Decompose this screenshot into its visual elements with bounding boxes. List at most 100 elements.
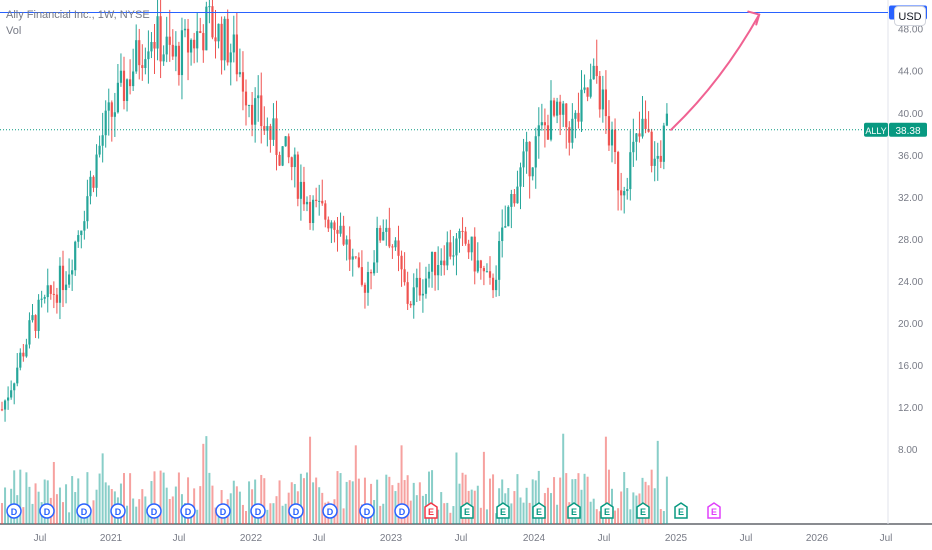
candle-body xyxy=(583,87,586,90)
projection-arrow[interactable] xyxy=(670,13,761,131)
dividend-marker-icon[interactable] xyxy=(250,503,266,519)
candle-body xyxy=(552,100,556,116)
currency-button[interactable]: USD xyxy=(894,6,926,26)
dividend-marker-icon[interactable] xyxy=(288,503,304,519)
price-tick-label: 8.00 xyxy=(898,445,918,456)
volume-bar xyxy=(586,476,589,524)
candle-body xyxy=(135,40,138,72)
earnings-marker-icon[interactable] xyxy=(424,502,438,519)
candle-body xyxy=(366,272,370,293)
dividend-marker-icon[interactable] xyxy=(215,503,231,519)
projection-arrowhead xyxy=(747,10,761,26)
volume-bar xyxy=(400,445,403,524)
volume-bar xyxy=(476,485,479,524)
earnings-marker-icon[interactable] xyxy=(532,502,546,519)
candle-body xyxy=(71,270,74,275)
price-tick-label: 48.00 xyxy=(898,25,923,36)
earnings-marker-icon[interactable] xyxy=(567,502,581,519)
earnings-marker-icon[interactable] xyxy=(674,502,688,519)
volume-bar xyxy=(607,469,610,524)
earnings-marker-icon[interactable] xyxy=(460,502,474,519)
earnings-marker-icon[interactable] xyxy=(636,502,650,519)
time-tick-label: 2024 xyxy=(523,533,546,544)
volume-bar xyxy=(550,493,552,524)
time-tick-label: Jul xyxy=(173,533,186,544)
volume-bar xyxy=(641,477,644,524)
candle-body xyxy=(653,158,656,166)
dividend-marker-icon[interactable] xyxy=(110,503,126,519)
candle-body xyxy=(525,141,528,152)
volume-bar xyxy=(412,482,415,524)
dividend-marker-icon[interactable] xyxy=(146,503,162,519)
candle-body xyxy=(183,28,187,31)
candle-body xyxy=(223,18,226,61)
earnings-marker-icon[interactable] xyxy=(600,502,614,519)
candle-body xyxy=(321,200,324,204)
candle-body xyxy=(74,241,77,271)
dividend-marker-icon[interactable] xyxy=(6,503,22,519)
dividend-marker-icon[interactable] xyxy=(394,503,410,519)
dividend-marker-icon[interactable] xyxy=(180,503,196,519)
candle-body xyxy=(260,95,263,127)
volume-bar xyxy=(431,470,434,524)
event-marker-label: D xyxy=(81,507,88,517)
candle-body xyxy=(116,82,119,113)
volume-bar xyxy=(626,488,629,524)
candle-body xyxy=(52,293,55,295)
candle-body xyxy=(595,65,598,77)
dividend-marker-icon[interactable] xyxy=(39,503,55,519)
event-marker-label: E xyxy=(428,507,434,517)
volume-bar xyxy=(662,511,665,524)
volume-bar xyxy=(556,504,559,524)
volume-bar xyxy=(260,474,263,524)
candle-body xyxy=(241,72,245,92)
candle-body xyxy=(528,141,531,177)
candle-body xyxy=(363,284,367,293)
candle-body xyxy=(409,303,412,306)
candle-body xyxy=(0,409,4,411)
volume-bar xyxy=(571,479,574,524)
symbol-badge xyxy=(864,122,888,137)
candle-body xyxy=(443,260,446,266)
earnings-marker-icon[interactable] xyxy=(707,502,721,519)
event-marker-label: E xyxy=(536,507,542,517)
volume-bar xyxy=(245,510,247,524)
candle-body xyxy=(312,199,315,224)
dividend-marker-icon[interactable] xyxy=(322,503,338,519)
candle-body xyxy=(162,54,165,62)
volume-bar xyxy=(165,487,168,524)
candle-body xyxy=(16,367,19,384)
volume-label: Vol xyxy=(6,25,22,37)
earnings-marker-icon[interactable] xyxy=(496,502,510,519)
candle-body xyxy=(153,41,156,49)
candle-body xyxy=(540,122,543,126)
candle-body xyxy=(406,282,409,304)
price-tick-label: 16.00 xyxy=(898,361,923,372)
volume-bar xyxy=(440,492,443,524)
dividend-marker-icon[interactable] xyxy=(359,503,375,519)
dividend-marker-icon[interactable] xyxy=(76,503,92,519)
candle-body xyxy=(281,146,284,166)
price-tick-label: 20.00 xyxy=(898,319,923,330)
event-marker-label: D xyxy=(255,507,262,517)
volume-bar xyxy=(83,513,86,524)
candle-body xyxy=(305,201,309,205)
volume-bar xyxy=(58,487,61,524)
candle-body xyxy=(141,65,144,68)
time-tick-label: Jul xyxy=(455,533,468,544)
volume-bar xyxy=(107,485,110,524)
candle-body xyxy=(333,222,336,230)
volume-bar xyxy=(272,503,275,524)
volume-bar xyxy=(589,501,592,524)
candle-body xyxy=(214,37,217,42)
candle-body xyxy=(104,110,107,136)
volume-bar xyxy=(241,504,244,524)
volume-bar xyxy=(415,495,418,524)
candle-body xyxy=(180,30,184,76)
volume-bar xyxy=(357,478,360,524)
candle-body xyxy=(415,277,418,288)
candle-body xyxy=(592,65,595,80)
volume-bar xyxy=(74,492,77,524)
candle-body xyxy=(650,131,653,166)
